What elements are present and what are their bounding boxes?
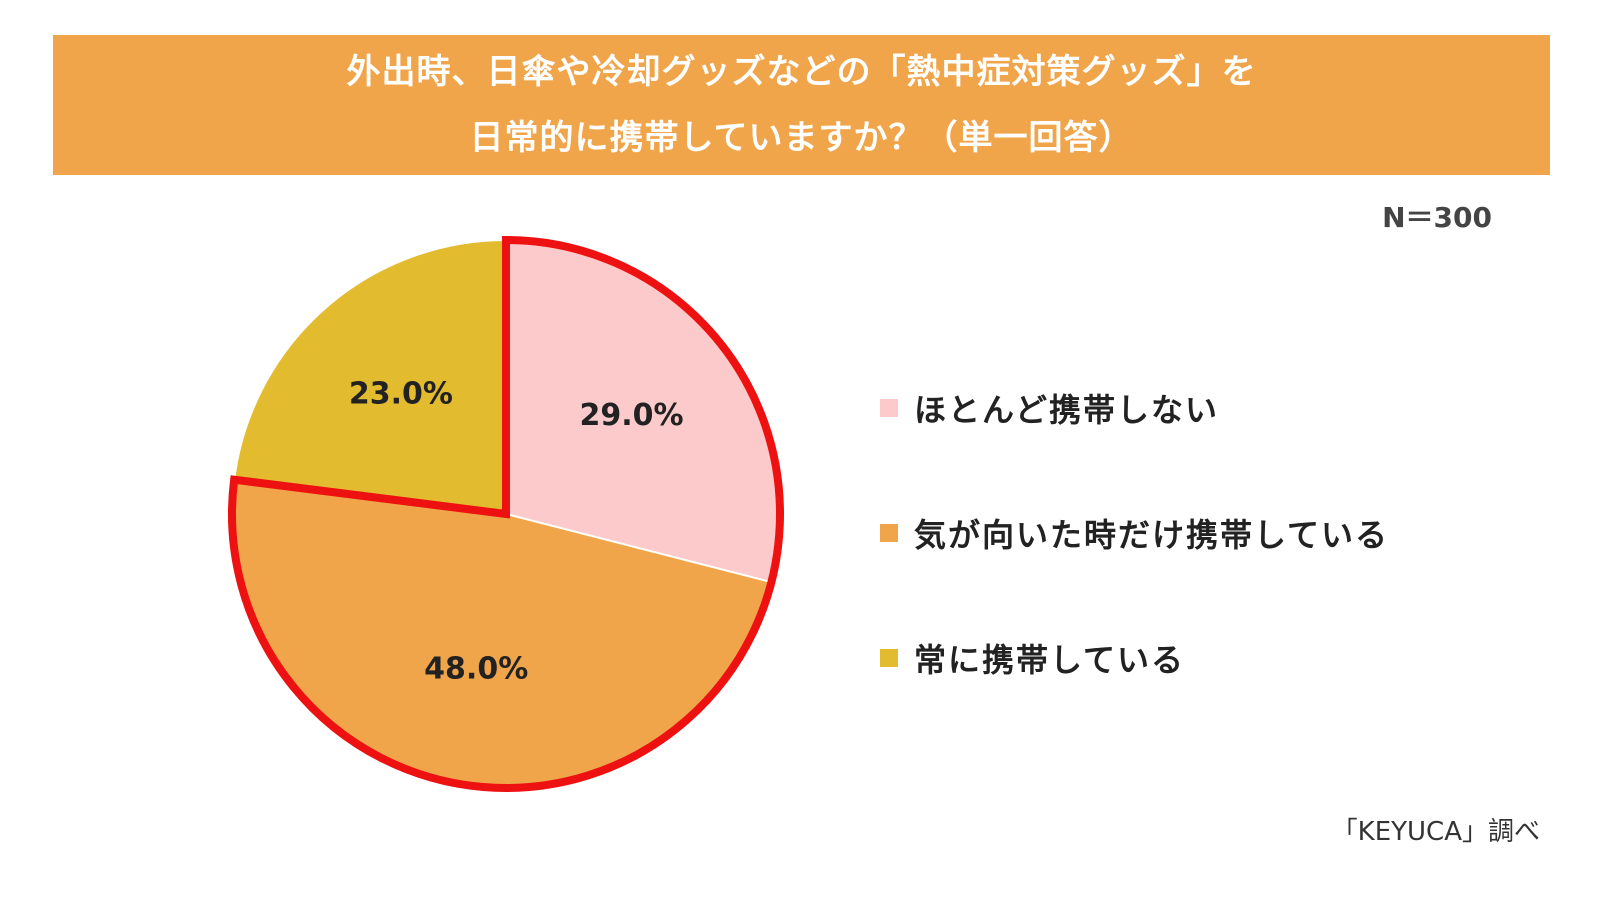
sample-size-label: N＝300 xyxy=(1382,201,1492,234)
pie-data-label-1: 48.0% xyxy=(424,652,528,687)
legend-swatch-2 xyxy=(880,648,898,667)
legend-swatch-0 xyxy=(880,398,898,417)
legend-label-0: ほとんど携帯しない xyxy=(914,390,1220,429)
pie-data-label-2: 23.0% xyxy=(349,376,453,411)
pie-data-label-0: 29.0% xyxy=(580,398,684,433)
chart-title-line-2: 日常的に携帯していますか？（単一回答） xyxy=(469,118,1134,158)
pie-slice-2 xyxy=(233,238,507,516)
chart-legend: ほとんど携帯しない気が向いた時だけ携帯している 常に携帯している xyxy=(880,345,1520,720)
legend-item-0: ほとんど携帯しない xyxy=(880,345,1520,470)
legend-swatch-1 xyxy=(880,523,898,542)
legend-item-2: 常に携帯している xyxy=(880,595,1520,720)
pie-highlight-group xyxy=(228,235,784,792)
pie-data-labels-group: 29.0% 48.0% 23.0% xyxy=(349,376,684,686)
legend-label-2: 常に携帯している xyxy=(914,640,1186,679)
highlight-outline xyxy=(228,235,784,792)
legend-label-1: 気が向いた時だけ携帯している xyxy=(914,515,1390,554)
legend-item-1: 気が向いた時だけ携帯している xyxy=(880,470,1520,595)
pie-slices-group xyxy=(231,238,781,789)
chart-title-banner: 外出時、日傘や冷却グッズなどの「熱中症対策グッズ」を 日常的に携帯していますか？… xyxy=(53,35,1550,175)
chart-title-line-1: 外出時、日傘や冷却グッズなどの「熱中症対策グッズ」を xyxy=(346,52,1257,92)
source-note: 「KEYUCA」調べ xyxy=(1331,817,1540,847)
